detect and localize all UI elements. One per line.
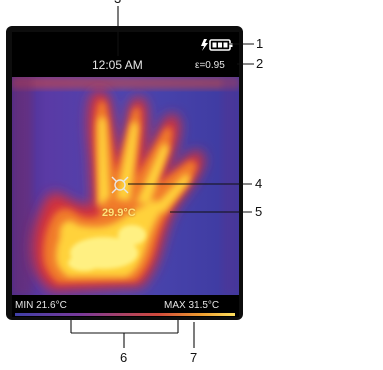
callout-number-4: 4 (255, 176, 263, 191)
callout-number-1: 1 (256, 36, 264, 51)
callout-number-7: 7 (190, 350, 198, 365)
callout-number-3: 3 (114, 0, 121, 6)
spot-temperature: 29.9°C (102, 207, 136, 219)
temperature-color-bar (15, 313, 235, 316)
max-temperature: MAX 31.5°C (164, 300, 220, 311)
charging-battery-icon (201, 39, 233, 51)
thermal-image: 29.9°C (12, 77, 239, 295)
emissivity-readout: ε=0.95 (195, 60, 225, 71)
callout-number-6: 6 (120, 350, 128, 365)
callout-number-2: 2 (256, 56, 264, 71)
camera-screen: 12:05 AM ε=0.95 (12, 32, 239, 317)
time-readout: 12:05 AM (92, 58, 143, 72)
thermal-hand-image (12, 77, 239, 295)
callout-number-5: 5 (255, 204, 263, 219)
crosshair-icon (111, 176, 129, 194)
min-temperature: MIN 21.6°C (15, 300, 67, 311)
